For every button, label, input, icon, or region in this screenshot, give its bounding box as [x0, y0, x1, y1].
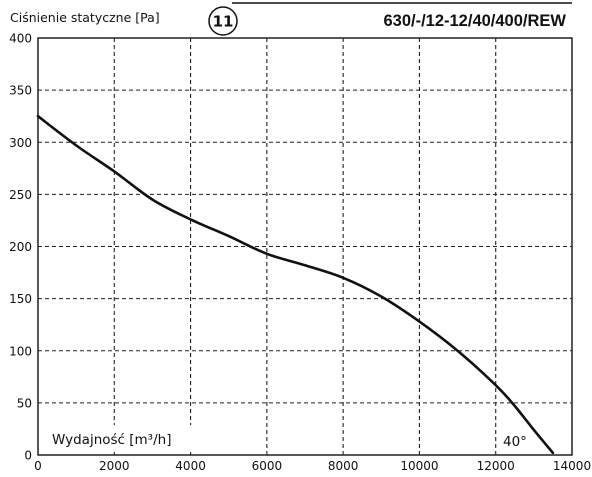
- x-tick-label: 8000: [328, 459, 359, 473]
- y-tick-label: 50: [17, 396, 32, 410]
- y-tick-label: 250: [9, 188, 32, 202]
- x-tick-label: 6000: [252, 459, 283, 473]
- x-tick-label: 2000: [99, 459, 130, 473]
- y-tick-label: 100: [9, 344, 32, 358]
- series-label-background: [497, 430, 537, 452]
- grid: [38, 38, 572, 455]
- x-tick-label: 14000: [553, 459, 591, 473]
- y-axis-title: Ciśnienie statyczne [Pa]: [10, 10, 160, 25]
- chart-number-circle: [208, 6, 238, 36]
- xlabel-background: [40, 425, 198, 452]
- x-tick-label: 0: [34, 459, 42, 473]
- series-label: 40°: [503, 434, 527, 450]
- y-tick-label: 150: [9, 292, 32, 306]
- series-curve: [36, 114, 555, 455]
- x-axis-title: Wydajność [m³/h]: [52, 432, 171, 448]
- x-tick-label: 10000: [400, 459, 438, 473]
- y-tick-label: 200: [9, 240, 32, 254]
- model-title: 630/-/12-12/40/400/REW: [383, 12, 566, 30]
- y-tick-label: 400: [9, 32, 32, 46]
- y-tick-label: 0: [24, 449, 32, 463]
- tick-labels: 0 2000 4000 6000 8000 10000 12000 14000 0 50 100 15…: [9, 32, 591, 474]
- chart-number: 11: [213, 13, 234, 31]
- y-tick-label: 350: [9, 84, 32, 98]
- y-tick-label: 300: [9, 136, 32, 150]
- x-tick-label: 4000: [175, 459, 206, 473]
- x-tick-label: 12000: [477, 459, 515, 473]
